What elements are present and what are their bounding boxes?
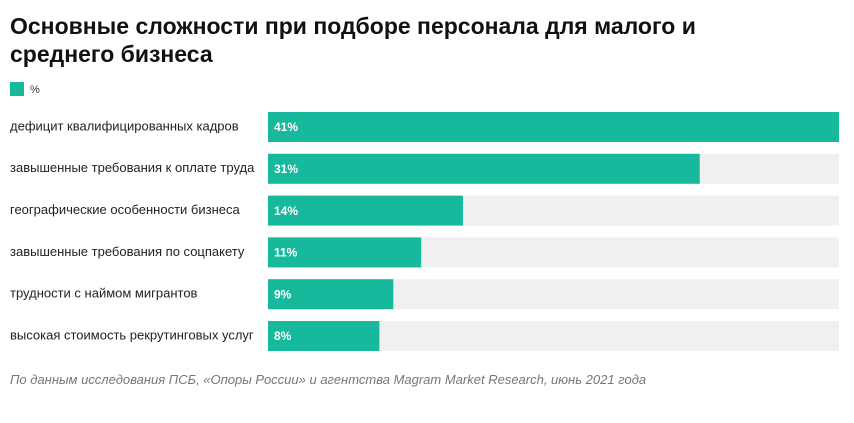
bar (268, 195, 463, 226)
chart-title: Основные сложности при подборе персонала… (10, 13, 696, 67)
value-label: 14% (274, 204, 298, 218)
legend-swatch (10, 82, 24, 96)
source-note: По данным исследования ПСБ, «Опоры Росси… (10, 372, 647, 387)
category-label: завышенные требования по соцпакету (10, 244, 245, 259)
bar (268, 321, 380, 351)
value-label: 9% (274, 287, 292, 301)
category-label: завышенные требования к оплате труда (10, 160, 255, 175)
value-label: 8% (274, 329, 292, 343)
value-label: 11% (274, 246, 298, 260)
bar (268, 237, 422, 268)
bar (268, 279, 394, 310)
category-label: трудности с наймом мигрантов (10, 286, 198, 301)
category-label: дефицит квалифицированных кадров (10, 118, 239, 133)
legend-label: % (30, 84, 40, 96)
category-label: высокая стоимость рекрутинговых услуг (10, 327, 254, 342)
value-label: 41% (274, 120, 298, 134)
bar (268, 112, 839, 142)
bar (268, 153, 700, 184)
value-label: 31% (274, 162, 298, 176)
category-label: географические особенности бизнеса (10, 202, 240, 217)
